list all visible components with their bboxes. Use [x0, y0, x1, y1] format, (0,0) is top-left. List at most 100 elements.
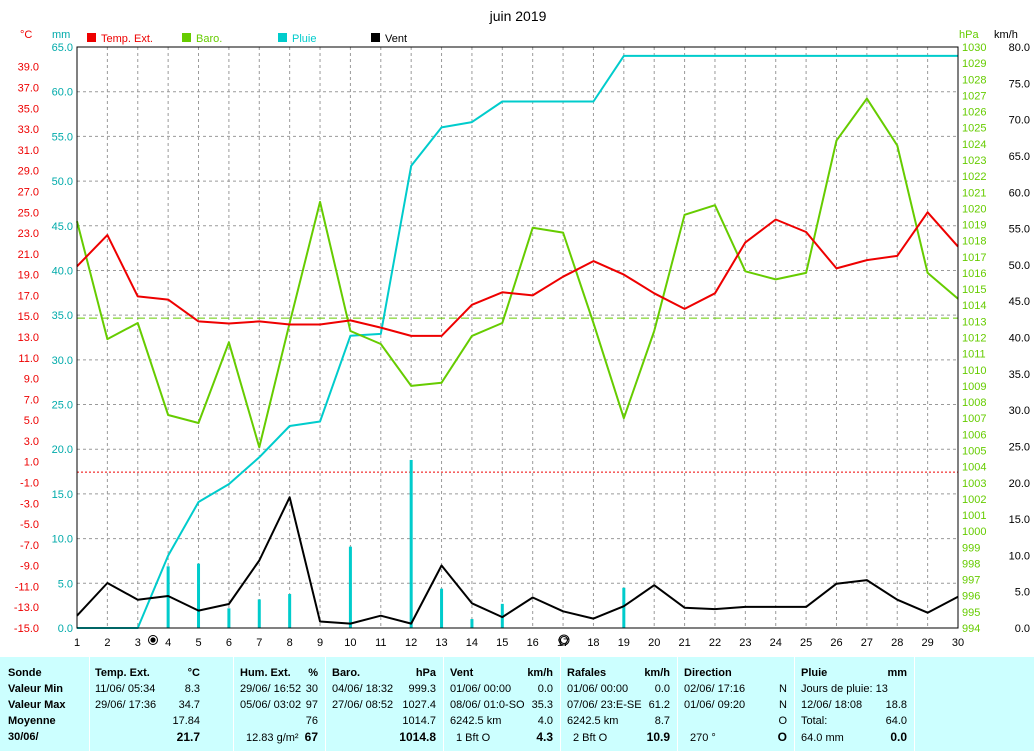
- rain-tick-label: 50.0: [52, 176, 73, 188]
- rain-unit-label: mm: [52, 29, 70, 41]
- stats-gust-column: Rafales km/h 01/06/ 00:00 0.0 07/06/ 23:…: [560, 657, 678, 751]
- wind-tick-label: 60.0: [1009, 187, 1030, 199]
- wind-tick-label: 5.0: [1015, 587, 1030, 599]
- gust-avg: 8.7: [654, 715, 670, 727]
- rain-current: 0.0: [890, 730, 907, 744]
- baro-tick-label: 1029: [962, 58, 986, 70]
- baro-tick-label: 1011: [962, 349, 986, 361]
- wind-unit-label: km/h: [994, 29, 1018, 41]
- stats-temp-column: Temp. Ext. °C 11/06/ 05:34 8.3 29/06/ 17…: [89, 657, 234, 751]
- wind-tick-label: 70.0: [1009, 115, 1030, 127]
- direction-max: N: [779, 699, 787, 711]
- gust-current: 10.9: [646, 730, 670, 744]
- baro-tick-label: 1014: [962, 300, 986, 312]
- temp-tick-label: 19.0: [18, 270, 39, 282]
- wind-tick-label: 50.0: [1009, 260, 1030, 272]
- legend-swatch: [278, 33, 287, 42]
- wind-line: [76, 496, 959, 625]
- rain-total: 64.0: [885, 715, 907, 727]
- moon-marker-icon: [558, 634, 570, 646]
- wind-distance: 6242.5 km: [450, 715, 502, 727]
- stats-hum-column: Hum. Ext. % 29/06/ 16:52 30 05/06/ 03:02…: [233, 657, 326, 751]
- x-tick-label: 9: [317, 637, 323, 649]
- rain-tick-label: 5.0: [58, 578, 73, 590]
- baro-tick-label: 1013: [962, 316, 986, 328]
- wind-avg: 4.0: [537, 715, 553, 727]
- row-label-min: Valeur Min: [8, 683, 64, 695]
- x-tick-label: 24: [770, 637, 782, 649]
- temp-tick-label: 5.0: [24, 415, 39, 427]
- wind-tick-label: 30.0: [1009, 405, 1030, 417]
- temp-avg: 17.84: [172, 715, 200, 727]
- baro-unit: hPa: [415, 667, 436, 679]
- temp-tick-label: 27.0: [18, 186, 39, 198]
- temp-tick-label: -3.0: [20, 498, 39, 510]
- x-tick-label: 7: [256, 637, 262, 649]
- chart-plot: [76, 54, 959, 629]
- hum-max: 97: [305, 699, 318, 711]
- wind-tick-label: 75.0: [1009, 78, 1030, 90]
- temp-tick-label: 15.0: [18, 311, 39, 323]
- gust-title: Rafales: [567, 667, 607, 679]
- x-tick-label: 28: [891, 637, 903, 649]
- row-label-sonde: Sonde: [8, 667, 42, 679]
- temp-tick-label: 35.0: [18, 103, 39, 115]
- temp-max: 34.7: [178, 699, 200, 711]
- hum-max-time: 05/06/ 03:02: [240, 699, 302, 711]
- legend-label: Pluie: [292, 33, 316, 45]
- x-tick-label: 4: [165, 637, 171, 649]
- temp-tick-label: 31.0: [18, 145, 39, 157]
- temp-min-time: 11/06/ 05:34: [95, 683, 156, 695]
- x-tick-label: 8: [287, 637, 293, 649]
- temp-tick-label: 23.0: [18, 228, 39, 240]
- baro-tick-label: 1009: [962, 381, 986, 393]
- stats-wind-column: Vent km/h 01/06/ 00:00 0.0 08/06/ 01:0-S…: [443, 657, 561, 751]
- chart-legend: Temp. Ext. Baro. Pluie Vent: [87, 33, 407, 45]
- rain-tick-label: 65.0: [52, 42, 73, 54]
- rain-daily-bar: [288, 594, 292, 628]
- stats-direction-column: Direction 02/06/ 17:16 N 01/06/ 09:20 N …: [677, 657, 795, 751]
- temp-tick-label: 11.0: [18, 353, 39, 365]
- baro-tick-label: 1026: [962, 107, 986, 119]
- stats-rain-column: Pluie mm Jours de pluie: 13 12/06/ 18:08…: [794, 657, 915, 751]
- rain-tick-label: 45.0: [52, 221, 73, 233]
- rain-days: Jours de pluie: 13: [801, 683, 888, 695]
- legend-swatch: [87, 33, 96, 42]
- gust-beaufort: 2 Bft O: [573, 732, 608, 744]
- temp-tick-label: -9.0: [20, 561, 39, 573]
- baro-tick-label: 1012: [962, 333, 986, 345]
- baro-tick-label: 1007: [962, 413, 986, 425]
- baro-max-time: 27/06/ 08:52: [332, 699, 394, 711]
- temp-title: Temp. Ext.: [95, 667, 150, 679]
- temp-tick-label: 29.0: [18, 166, 39, 178]
- temp-tick-label: -5.0: [20, 519, 39, 531]
- baro-tick-label: 1015: [962, 284, 986, 296]
- hum-min-time: 29/06/ 16:52: [240, 683, 302, 695]
- x-tick-label: 5: [195, 637, 201, 649]
- rain-tick-label: 35.0: [52, 310, 73, 322]
- wind-tick-label: 80.0: [1009, 42, 1030, 54]
- x-tick-label: 19: [618, 637, 630, 649]
- x-tick-label: 13: [435, 637, 447, 649]
- rain-daily-bar: [227, 608, 231, 628]
- stats-baro-column: Baro. hPa 04/06/ 18:32 999.3 27/06/ 08:5…: [325, 657, 444, 751]
- rain-tick-label: 60.0: [52, 87, 73, 99]
- x-tick-label: 10: [344, 637, 356, 649]
- wind-unit: km/h: [527, 667, 553, 679]
- temp-tick-label: -1.0: [20, 477, 39, 489]
- rain-daily-bar: [257, 599, 261, 628]
- direction-avg: O: [778, 715, 787, 727]
- temp-tick-label: 3.0: [24, 436, 39, 448]
- wind-beaufort: 1 Bft O: [456, 732, 491, 744]
- baro-avg: 1014.7: [402, 715, 436, 727]
- x-tick-label: 26: [830, 637, 842, 649]
- temp-max-time: 29/06/ 17:36: [95, 699, 157, 711]
- temp-tick-label: 39.0: [18, 62, 39, 74]
- temp-unit: °C: [187, 667, 200, 679]
- x-tick-label: 14: [466, 637, 478, 649]
- temp-tick-label: -13.0: [14, 602, 39, 614]
- baro-tick-label: 996: [962, 591, 980, 603]
- x-tick-label: 6: [226, 637, 232, 649]
- rain-daily-bar: [197, 563, 201, 628]
- x-tick-label: 3: [135, 637, 141, 649]
